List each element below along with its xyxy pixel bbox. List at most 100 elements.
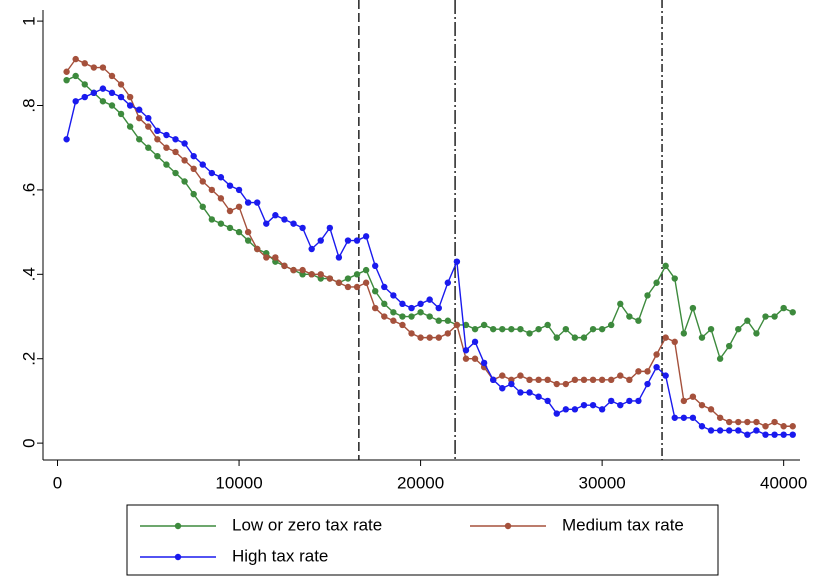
point [372, 262, 379, 270]
point [608, 397, 615, 405]
point [526, 376, 533, 384]
point [544, 376, 551, 384]
point [190, 190, 197, 198]
point [136, 114, 143, 122]
point [735, 418, 742, 426]
point [462, 321, 470, 329]
point [598, 376, 606, 384]
point [136, 136, 143, 143]
point [290, 220, 297, 227]
point [199, 203, 206, 210]
point [281, 216, 288, 223]
point [435, 334, 442, 341]
point [281, 262, 288, 270]
point [117, 93, 125, 101]
point [145, 144, 152, 151]
point [671, 275, 678, 282]
point [381, 300, 388, 308]
point [662, 372, 669, 379]
point [317, 237, 324, 244]
point [662, 334, 669, 341]
point [589, 325, 597, 333]
point [90, 89, 98, 97]
point [81, 81, 88, 88]
point [263, 220, 270, 227]
point [626, 397, 633, 405]
point [199, 161, 206, 168]
point [544, 397, 551, 405]
point [626, 376, 633, 384]
point [780, 431, 787, 438]
point [544, 321, 551, 329]
point [635, 368, 642, 375]
point [435, 317, 442, 324]
point [217, 174, 225, 181]
x-tick-label: 40000 [760, 473, 807, 492]
point [63, 68, 70, 75]
point [390, 317, 397, 324]
point [235, 203, 243, 210]
point [526, 330, 533, 337]
point [698, 423, 706, 430]
point [535, 393, 542, 400]
point [126, 123, 134, 130]
point [517, 325, 524, 333]
point [72, 72, 79, 80]
point [308, 245, 315, 253]
y-tick-label: .8 [19, 98, 38, 112]
point [789, 309, 796, 316]
point [680, 414, 688, 421]
point [762, 431, 769, 438]
point [716, 414, 724, 421]
point [716, 427, 724, 434]
point [181, 178, 188, 185]
point [326, 224, 334, 232]
point [99, 85, 107, 92]
point [744, 317, 751, 324]
point [362, 266, 370, 274]
point [362, 233, 370, 240]
point [226, 207, 234, 215]
point [163, 144, 170, 151]
point [390, 292, 397, 299]
point [362, 279, 370, 286]
point [163, 161, 170, 168]
point [308, 271, 315, 278]
point [780, 304, 787, 312]
point [444, 317, 452, 324]
point [81, 93, 88, 101]
point [662, 262, 669, 270]
point [707, 427, 715, 434]
point [444, 279, 452, 286]
point [190, 165, 197, 173]
point [399, 313, 406, 320]
point [580, 401, 588, 409]
point [707, 325, 715, 333]
point [671, 338, 678, 346]
point [608, 321, 615, 329]
point [408, 304, 415, 312]
point [417, 309, 424, 316]
point [453, 321, 461, 329]
point [535, 376, 542, 384]
point [499, 325, 506, 333]
point [508, 380, 515, 388]
point [471, 338, 479, 346]
point [680, 330, 688, 337]
point [344, 275, 352, 282]
point [635, 397, 642, 405]
point [517, 372, 524, 379]
legend-label: Medium tax rate [562, 515, 684, 534]
point [181, 140, 188, 147]
point [399, 300, 406, 308]
point [172, 169, 179, 177]
point [571, 406, 579, 413]
point [499, 372, 506, 379]
point [199, 178, 206, 185]
point [417, 334, 424, 341]
point [208, 169, 216, 177]
point [735, 427, 742, 434]
point [789, 431, 796, 438]
point [644, 292, 651, 299]
